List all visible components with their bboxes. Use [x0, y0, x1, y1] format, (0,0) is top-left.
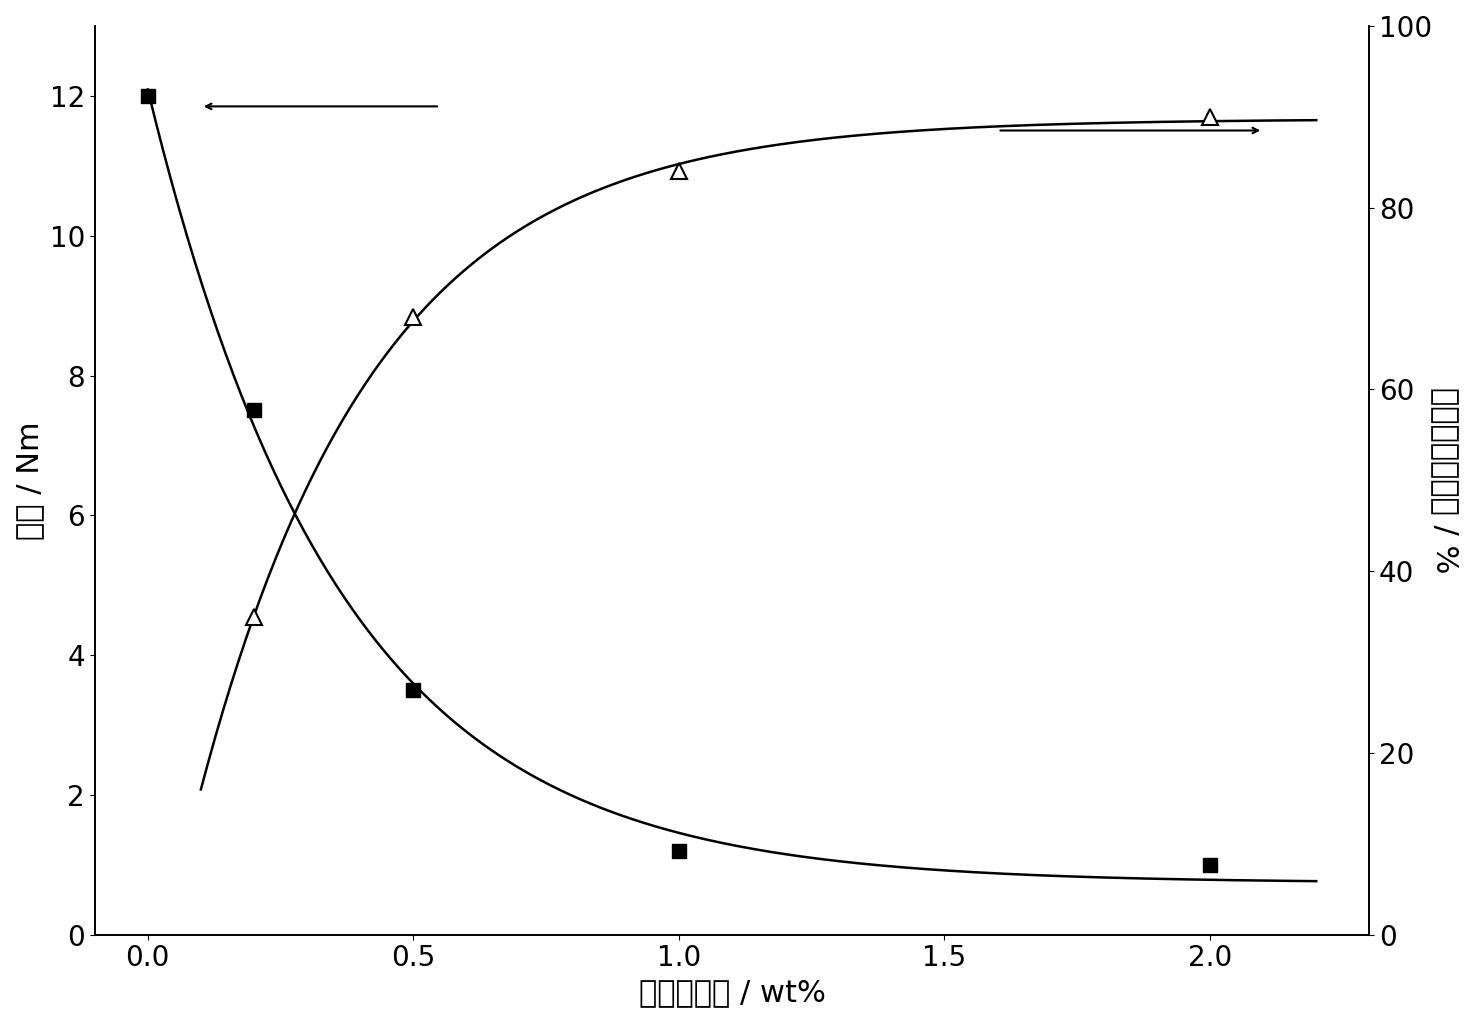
Y-axis label: 扭矩 / Nm: 扭矩 / Nm [15, 421, 44, 540]
Y-axis label: 粘附系数降低率 / %: 粘附系数降低率 / % [1431, 387, 1460, 573]
X-axis label: 润滑剂加量 / wt%: 润滑剂加量 / wt% [639, 978, 826, 1007]
